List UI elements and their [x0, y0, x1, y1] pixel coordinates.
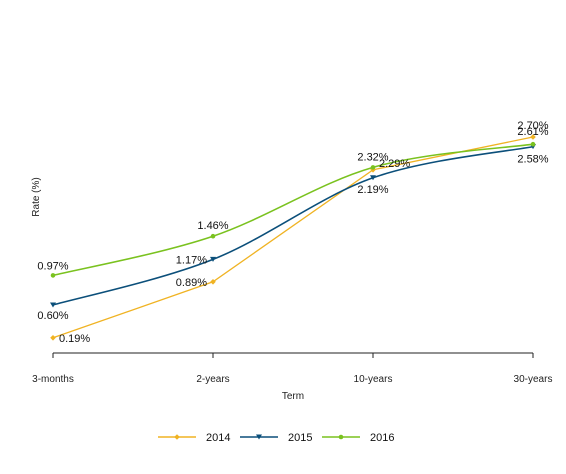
- data-label-2015-10-years: 2.19%: [357, 184, 388, 196]
- data-label-2016-2-years: 1.46%: [197, 220, 228, 232]
- x-tick-label-2-years: 2-years: [196, 374, 229, 385]
- data-label-2016-3-months: 0.97%: [37, 260, 68, 272]
- y-axis-title: Rate (%): [31, 177, 42, 216]
- legend: 2014 2015 2016: [158, 432, 394, 444]
- legend-label-2015: 2015: [288, 432, 312, 444]
- x-tick-label-30-years: 30-years: [514, 374, 553, 385]
- data-label-2014-10-years: 2.29%: [379, 158, 410, 170]
- series-line-2015: [52, 145, 534, 306]
- data-point-2015-10-years: [370, 175, 376, 181]
- series-lines: [50, 134, 536, 341]
- data-point-2014-10-years: [370, 167, 376, 173]
- data-label-2014-2-years: 0.89%: [176, 277, 207, 289]
- data-label-2014-30-years: 2.70%: [517, 120, 548, 132]
- legend-label-2016: 2016: [370, 432, 394, 444]
- legend-label-2014: 2014: [206, 432, 230, 444]
- data-label-2015-30-years: 2.58%: [517, 154, 548, 166]
- data-point-2014-30-years: [530, 134, 536, 140]
- series-line-2014: [52, 136, 534, 339]
- data-point-2015-2-years: [210, 256, 216, 262]
- x-ticks: 3-months 2-years 10-years 30-years: [32, 353, 552, 385]
- legend-marker-2016: [338, 434, 344, 440]
- data-label-2015-2-years: 1.17%: [176, 254, 207, 266]
- data-point-2014-3-months: [50, 335, 56, 341]
- legend-marker-2015: [256, 434, 262, 440]
- data-point-2015-3-months: [50, 302, 56, 308]
- data-label-2015-3-months: 0.60%: [37, 310, 68, 322]
- data-point-2016-3-months: [50, 273, 56, 278]
- series-line-2016: [52, 143, 534, 277]
- data-point-2016-2-years: [210, 233, 216, 239]
- data-label-2014-3-months: 0.19%: [59, 333, 90, 345]
- data-label-2016-30-years: 2.61%: [517, 126, 548, 138]
- data-label-2016-10-years: 2.32%: [357, 151, 388, 163]
- x-tick-label-10-years: 10-years: [354, 374, 393, 385]
- legend-marker-2014: [174, 434, 180, 440]
- data-labels: 0.19% 0.89% 2.29% 2.70% 0.60% 1.17% 2.19% 2.58%…: [37, 120, 548, 345]
- x-axis-title: Term: [282, 391, 304, 402]
- x-tick-label-3-months: 3-months: [32, 374, 74, 385]
- data-point-2014-2-years: [210, 279, 216, 285]
- data-point-2016-30-years: [530, 141, 536, 147]
- data-point-2016-10-years: [370, 165, 376, 170]
